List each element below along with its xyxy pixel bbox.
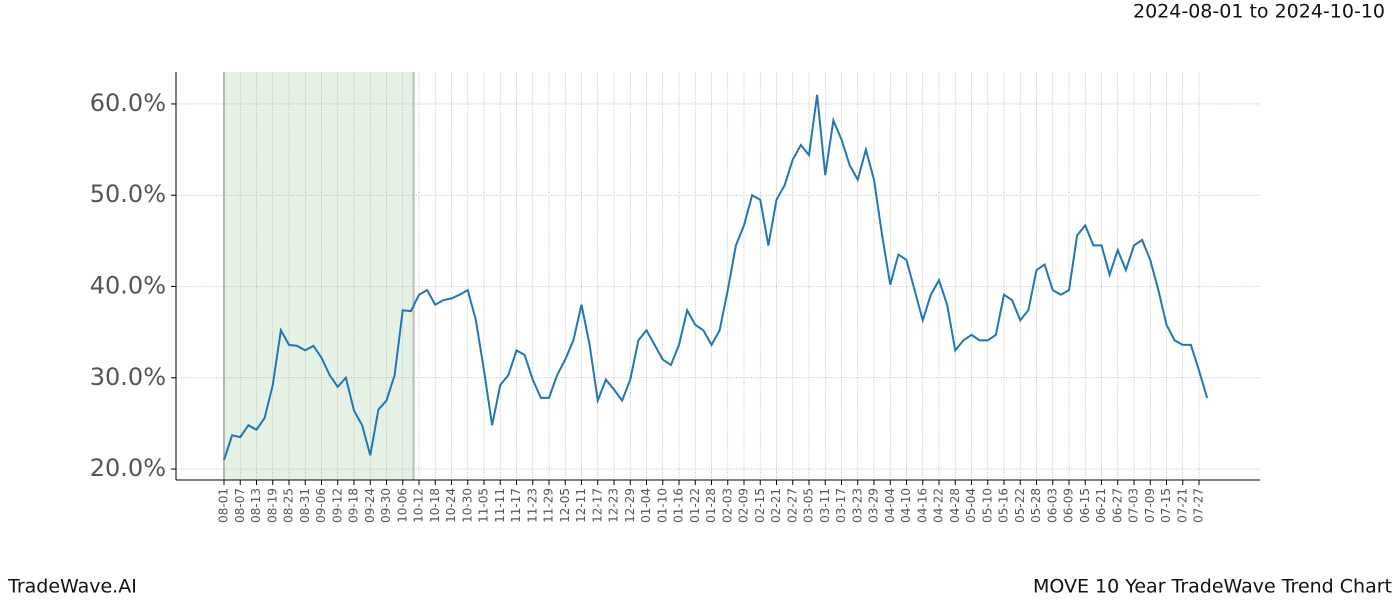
x-tick-label: 01-28 [704,488,718,523]
x-tick-label: 04-28 [948,488,962,523]
x-tick-label: 11-17 [509,488,523,523]
x-tick-label: 07-09 [1143,488,1157,523]
x-tick-label: 12-17 [590,488,604,523]
x-tick-label: 02-03 [720,488,734,523]
x-tick-label: 09-18 [347,488,361,523]
x-tick-label: 08-25 [282,488,296,523]
x-tick-label: 05-10 [980,488,994,523]
x-tick-label: 02-09 [737,488,751,523]
x-tick-label: 04-04 [883,488,897,523]
x-tick-label: 12-05 [558,488,572,523]
y-tick-label: 50.0% [90,180,166,208]
x-tick-label: 06-09 [1062,488,1076,523]
x-tick-label: 05-16 [997,488,1011,523]
x-tick-label: 12-11 [574,488,588,523]
y-tick-label: 30.0% [90,363,166,391]
x-tick-label: 03-29 [867,488,881,523]
x-tick-label: 03-23 [850,488,864,523]
footer-right: MOVE 10 Year TradeWave Trend Chart [1033,576,1392,598]
x-tick-label: 04-22 [932,488,946,523]
x-tick-label: 03-17 [834,488,848,523]
x-tick-label: 08-31 [298,488,312,523]
chart-subtitle: 2024-08-01 to 2024-10-10 [1133,1,1385,23]
x-tick-label: 07-27 [1192,488,1206,523]
x-tick-label: 10-06 [395,488,409,523]
x-tick-label: 07-21 [1175,488,1189,523]
x-tick-label: 11-23 [525,488,539,523]
footer-left: TradeWave.AI [7,576,137,598]
x-tick-label: 10-18 [428,488,442,523]
x-tick-label: 06-21 [1094,488,1108,523]
x-tick-label: 10-30 [460,488,474,523]
x-tick-label: 09-06 [314,488,328,523]
x-tick-label: 08-07 [233,488,247,523]
x-tick-label: 04-10 [899,488,913,523]
x-tick-label: 11-29 [542,488,556,523]
x-tick-label: 07-03 [1127,488,1141,523]
x-tick-label: 01-22 [688,488,702,523]
x-tick-label: 10-24 [444,488,458,523]
x-tick-label: 11-11 [493,488,507,523]
x-tick-label: 09-30 [379,488,393,523]
shaded-range [224,72,414,480]
x-tick-label: 01-10 [655,488,669,523]
x-tick-label: 06-15 [1078,488,1092,523]
x-tick-label: 12-23 [607,488,621,523]
x-tick-label: 06-27 [1110,488,1124,523]
x-tick-label: 11-05 [477,488,491,523]
x-tick-label: 09-24 [363,488,377,523]
x-tick-label: 08-13 [249,488,263,523]
x-tick-label: 02-27 [785,488,799,523]
y-tick-label: 40.0% [90,271,166,299]
line-series [223,94,1209,461]
x-tick-label: 10-12 [412,488,426,523]
x-tick-label: 01-04 [639,488,653,523]
x-tick-label: 05-22 [1013,488,1027,523]
x-tick-label: 09-12 [330,488,344,523]
x-tick-label: 02-21 [769,488,783,523]
x-tick-label: 07-15 [1159,488,1173,523]
x-tick-label: 04-16 [915,488,929,523]
x-tick-label: 12-29 [623,488,637,523]
y-tick-label: 60.0% [90,89,166,117]
x-tick-label: 02-15 [753,488,767,523]
x-tick-label: 03-05 [802,488,816,523]
x-tick-label: 05-28 [1029,488,1043,523]
y-tick-label: 20.0% [90,454,166,482]
x-tick-label: 05-04 [964,488,978,523]
x-tick-label: 03-11 [818,488,832,523]
x-tick-label: 08-19 [265,488,279,523]
x-tick-label: 08-01 [217,488,231,523]
x-tick-label: 01-16 [672,488,686,523]
x-tick-label: 06-03 [1045,488,1059,523]
